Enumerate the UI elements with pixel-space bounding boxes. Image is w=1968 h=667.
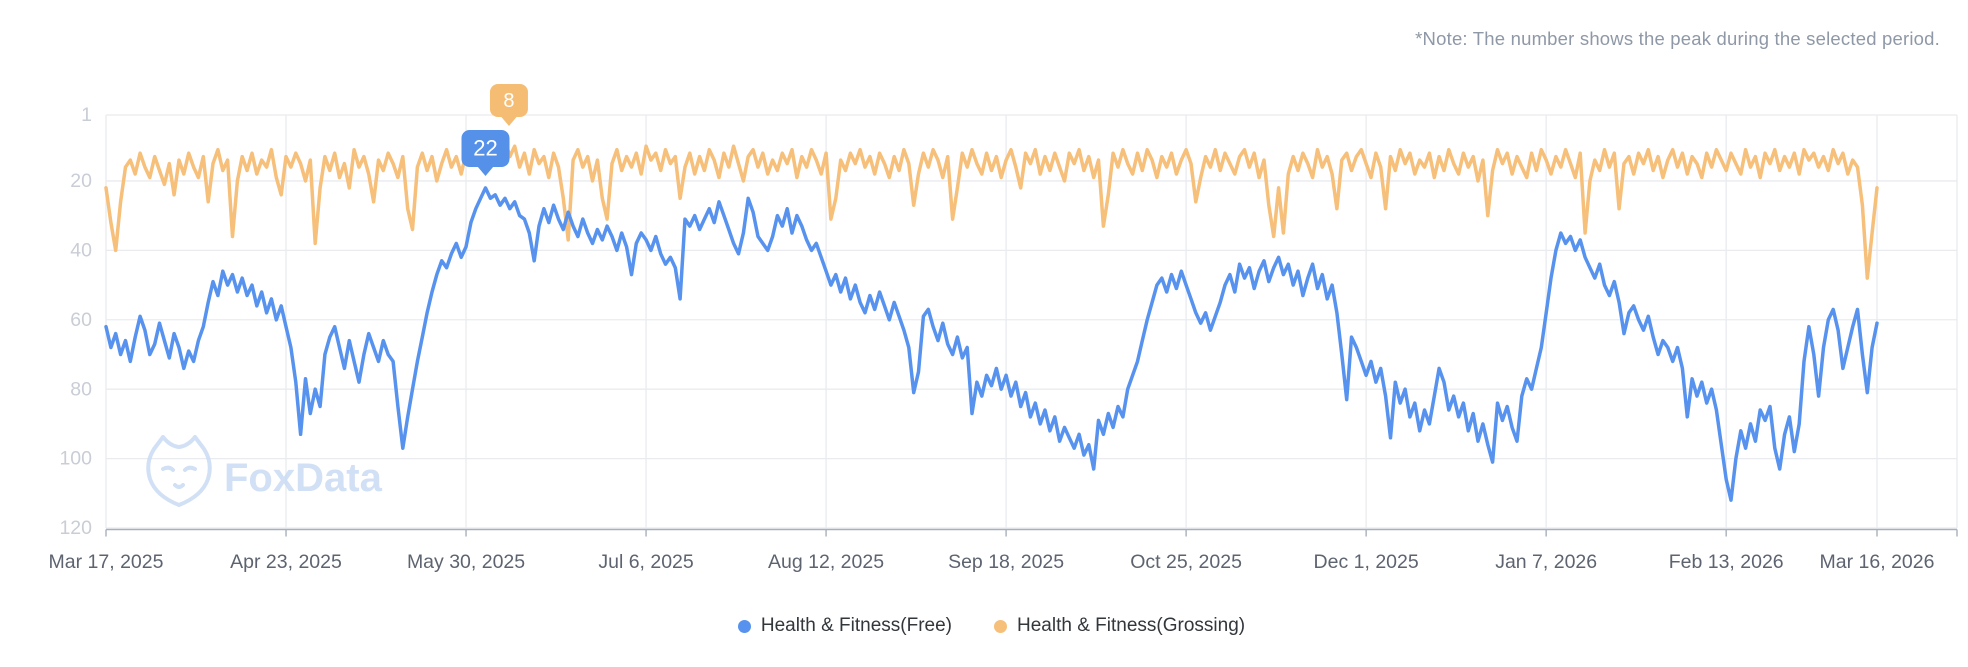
y-axis-label: 120 xyxy=(59,517,92,539)
x-axis-label: Feb 13, 2026 xyxy=(1669,551,1784,573)
x-axis-label: Oct 25, 2025 xyxy=(1130,551,1242,573)
x-axis-label: Mar 17, 2025 xyxy=(49,551,164,573)
x-axis-label: Jul 6, 2025 xyxy=(598,551,694,573)
x-axis-label: Dec 1, 2025 xyxy=(1314,551,1419,573)
x-axis-label: Aug 12, 2025 xyxy=(768,551,884,573)
legend-label-grossing: Health & Fitness(Grossing) xyxy=(1017,615,1246,636)
legend: Health & Fitness(Free) Health & Fitness(… xyxy=(106,615,1877,637)
watermark-text: FoxData xyxy=(224,456,383,500)
svg-text:8: 8 xyxy=(503,90,514,112)
legend-dot-grossing-icon xyxy=(994,619,1008,633)
y-axis-label: 80 xyxy=(70,378,92,400)
legend-label-free: Health & Fitness(Free) xyxy=(760,615,953,636)
x-axis-label: Sep 18, 2025 xyxy=(948,551,1064,573)
x-axis-label: Jan 7, 2026 xyxy=(1495,551,1597,573)
y-axis-label: 1 xyxy=(81,104,92,126)
x-axis-label: Apr 23, 2025 xyxy=(230,551,342,573)
series-line-free[interactable] xyxy=(104,186,1879,502)
watermark: FoxData xyxy=(146,435,383,507)
svg-text:22: 22 xyxy=(473,135,497,160)
series-line-grossing[interactable] xyxy=(104,137,1879,280)
x-axis-label: May 30, 2025 xyxy=(407,551,525,573)
legend-dot-free-icon xyxy=(737,619,751,633)
legend-item-free[interactable]: Health & Fitness(Free) xyxy=(737,615,953,637)
y-axis-label: 40 xyxy=(70,240,92,262)
legend-item-grossing[interactable]: Health & Fitness(Grossing) xyxy=(994,615,1245,637)
y-axis-label: 100 xyxy=(59,448,92,470)
y-axis-label: 60 xyxy=(70,309,92,331)
x-axis-label: Mar 16, 2026 xyxy=(1820,551,1935,573)
y-axis-label: 20 xyxy=(70,170,92,192)
foxdata-logo-icon xyxy=(146,435,212,507)
peak-note: *Note: The number shows the peak during … xyxy=(1415,28,1940,49)
peak-badge-free: 22 xyxy=(461,130,510,176)
peak-badge-grossing: 8 xyxy=(489,84,528,126)
